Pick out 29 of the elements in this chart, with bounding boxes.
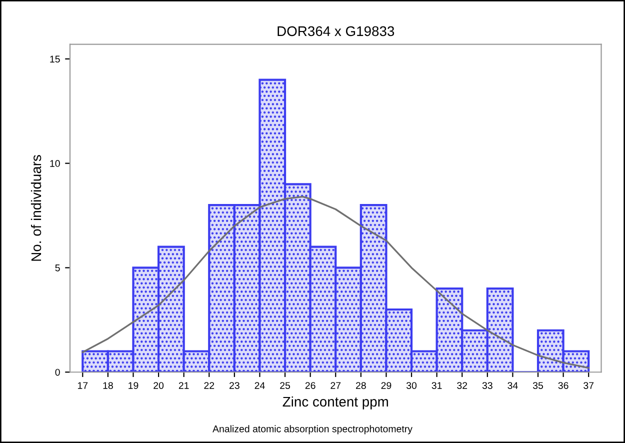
- x-axis-title: Zinc content ppm: [282, 396, 388, 410]
- x-tick-label: 34: [508, 382, 518, 389]
- y-tick-label: 10: [50, 160, 60, 167]
- x-tick-label: 19: [128, 382, 138, 389]
- y-tick-label: 5: [55, 264, 60, 272]
- y-tick-label: 0: [55, 368, 60, 376]
- x-tick-label: 33: [482, 382, 492, 389]
- x-tick-label: 31: [432, 382, 442, 389]
- x-tick-label: 21: [178, 382, 189, 389]
- x-tick-label: 28: [356, 382, 366, 389]
- x-tick-label: 36: [558, 382, 568, 389]
- y-axis-title: No. of individuars: [30, 155, 42, 261]
- x-tick-label: 24: [254, 382, 265, 389]
- y-tick-label: 15: [50, 56, 60, 63]
- x-tick-label: 26: [305, 382, 316, 389]
- x-tick-label: 20: [154, 382, 164, 389]
- x-tick-label: 18: [103, 382, 113, 389]
- chart-title: DOR364 x G19833: [278, 26, 394, 36]
- x-tick-label: 29: [381, 382, 392, 389]
- x-tick-label: 27: [330, 382, 341, 389]
- x-tick-label: 22: [204, 382, 214, 389]
- x-tick-label: 32: [457, 382, 468, 389]
- x-tick-label: 17: [78, 382, 88, 389]
- text: Analized atomic absorption spectrophotometry: [212, 425, 412, 434]
- x-tick-label: 37: [584, 382, 594, 389]
- x-tick-label: 30: [406, 382, 417, 389]
- x-tick-label: 35: [532, 382, 544, 389]
- x-tick-label: 25: [280, 382, 290, 389]
- x-tick-label: 23: [230, 382, 240, 389]
